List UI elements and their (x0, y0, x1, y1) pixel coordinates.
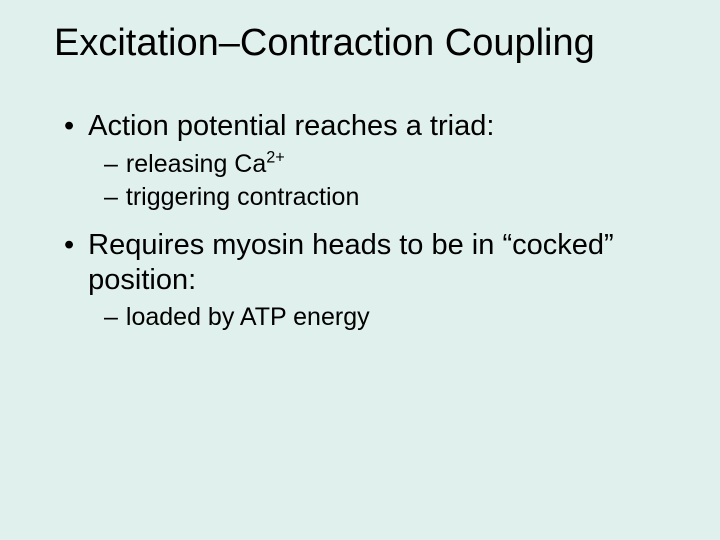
bullet-marker: – (104, 303, 118, 332)
bullet-item: – releasing Ca2+ (104, 150, 680, 179)
bullet-item: • Requires myosin heads to be in “cocked… (64, 228, 680, 298)
bullet-marker: – (104, 150, 118, 179)
bullet-text: loaded by ATP energy (126, 303, 370, 332)
bullet-text-prefix: releasing Ca (126, 150, 266, 178)
bullet-text: triggering contraction (126, 183, 359, 212)
bullet-text: Requires myosin heads to be in “cocked” … (88, 228, 680, 298)
superscript: 2+ (266, 148, 285, 166)
slide-title: Excitation–Contraction Coupling (54, 22, 680, 65)
bullet-item: • Action potential reaches a triad: (64, 109, 680, 144)
bullet-marker: • (64, 229, 74, 262)
bullet-text: releasing Ca2+ (126, 150, 285, 179)
bullet-item: – triggering contraction (104, 183, 680, 212)
bullet-item: – loaded by ATP energy (104, 303, 680, 332)
bullet-marker: – (104, 183, 118, 212)
bullet-text: Action potential reaches a triad: (88, 109, 494, 144)
bullet-marker: • (64, 110, 74, 143)
